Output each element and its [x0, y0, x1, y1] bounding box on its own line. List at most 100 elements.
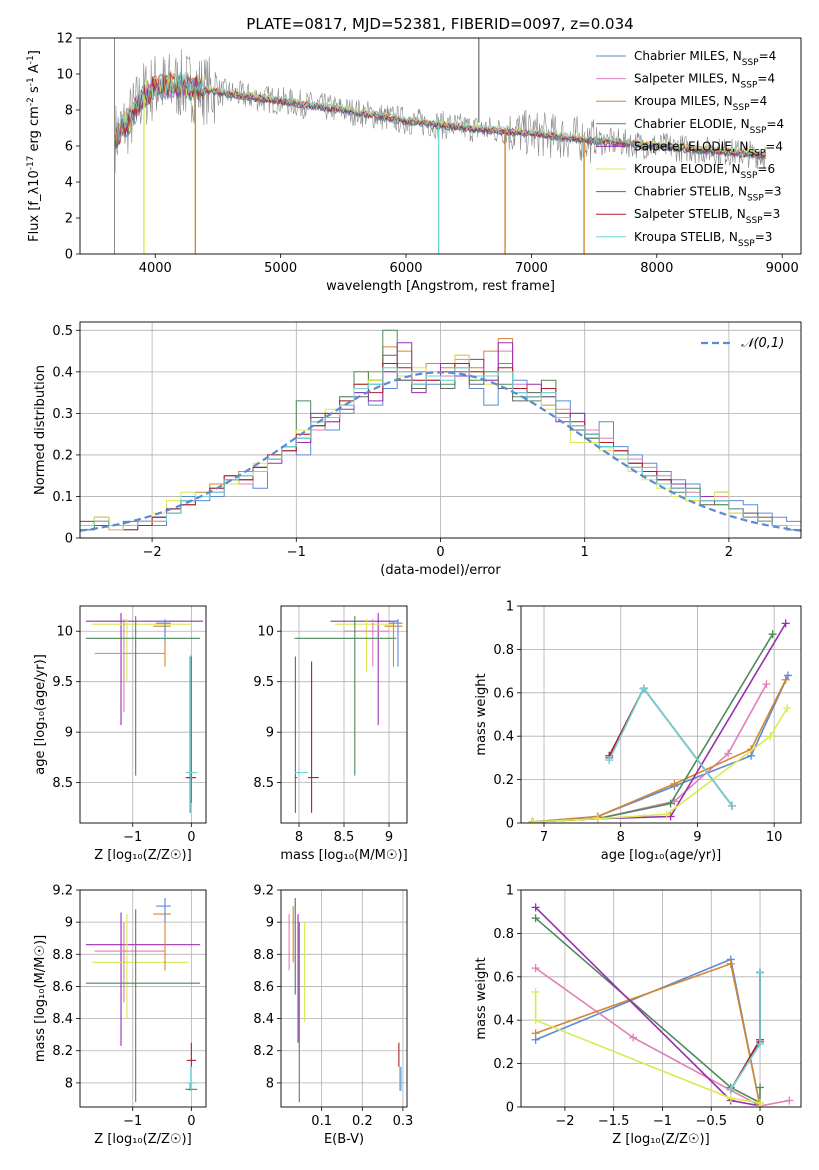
- y-tick-label: 2: [65, 212, 73, 227]
- data-point: [785, 1096, 794, 1105]
- plot-area: [528, 619, 792, 823]
- data-point: [531, 987, 540, 996]
- y-tick-label: 9.2: [52, 884, 73, 899]
- axes-frame: [520, 605, 802, 824]
- panel-age-vs-Z: −1 0 8.5 9 9.5 10 Z [log₁₀(Z/Z☉)] age [log₁₀(ag…: [33, 605, 207, 863]
- x-tick-label: 0: [436, 545, 444, 560]
- y-tick-label: 1: [506, 600, 514, 615]
- y-tick-label: 9: [266, 916, 274, 931]
- x-axis-label: Z [log₁₀(Z/Z☉)]: [94, 1132, 191, 1147]
- x-tick-label: −1.5: [598, 1114, 630, 1129]
- data-point: [593, 814, 602, 823]
- data-point: [670, 779, 679, 788]
- y-tick-label: 0.4: [493, 730, 514, 745]
- panel-weight-vs-Z: −2 −1.5 −1 −0.5 0 0 0.2 0.4 0.6 0.8 1 Z [log₁₀(Z/Z☉…: [474, 884, 802, 1147]
- y-axis-label: mass weight: [474, 957, 489, 1039]
- y-tick-label: 10: [257, 625, 274, 640]
- x-tick-label: 0: [187, 830, 195, 845]
- axes-frame: [79, 889, 207, 1108]
- y-tick-label: 9: [65, 726, 73, 741]
- x-tick-label: −2: [143, 545, 162, 560]
- y-tick-label: 1: [506, 884, 514, 899]
- data-point: [783, 671, 792, 680]
- data-point: [781, 675, 790, 684]
- data-point: [531, 964, 540, 973]
- histogram-kroupa-stelib: [80, 367, 801, 538]
- y-tick-label: 0.4: [52, 365, 73, 380]
- y-tick-label: 8.6: [52, 980, 73, 995]
- y-tick-label: 10: [56, 625, 73, 640]
- x-tick-label: 10: [766, 830, 783, 845]
- axes: −2 −1 0 1 2 0 0.1 0.2 0.3 0.4 0.5 (data-model)/erro…: [33, 321, 802, 578]
- panel-mass-vs-ebv: 0.1 0.2 0.3 8 8.2 8.4 8.6 8.8 9 9.2 E(B-V): [253, 884, 413, 1148]
- x-tick-label: 8.5: [334, 830, 355, 845]
- legend-label: Salpeter MILES, NSSP=4: [634, 72, 775, 91]
- data-point: [605, 756, 614, 765]
- y-axis-label: mass weight: [474, 673, 489, 755]
- y-tick-label: 8: [266, 1076, 274, 1091]
- y-tick-label: 0.2: [493, 1057, 514, 1072]
- y-tick-label: 0.6: [493, 686, 514, 701]
- y-tick-label: 0.4: [493, 1014, 514, 1029]
- legend-label: Chabrier MILES, NSSP=4: [634, 49, 776, 68]
- x-tick-label: 0.1: [311, 1114, 332, 1129]
- axes: 0.1 0.2 0.3 8 8.2 8.4 8.6 8.8 9 9.2 E(B-V): [253, 884, 413, 1148]
- x-axis-label: Z [log₁₀(Z/Z☉)]: [94, 848, 191, 863]
- data-point: [781, 619, 790, 628]
- y-tick-label: 0.2: [493, 773, 514, 788]
- y-tick-label: 0.8: [493, 643, 514, 658]
- plot-area: [113, 38, 767, 254]
- legend-label: Kroupa MILES, NSSP=4: [634, 94, 767, 113]
- y-tick-label: 0.6: [493, 970, 514, 985]
- data-point: [756, 968, 765, 977]
- axes: 8 8.5 9 8.5 9 9.5 10 mass [log₁₀(M/M☉)]: [253, 605, 408, 863]
- y-tick-label: 8.5: [253, 776, 274, 791]
- legend-label: Kroupa STELIB, NSSP=3: [634, 230, 772, 249]
- data-point: [531, 914, 540, 923]
- x-axis-label: mass [log₁₀(M/M☉)]: [280, 848, 407, 863]
- x-tick-label: −1: [123, 1114, 142, 1129]
- legend-label: Kroupa ELODIE, NSSP=6: [634, 162, 775, 181]
- x-tick-label: −0.5: [695, 1114, 727, 1129]
- series-line: [535, 917, 761, 1105]
- data-point: [756, 1040, 765, 1049]
- x-tick-label: 0.3: [393, 1114, 414, 1129]
- figure-title: PLATE=0817, MJD=52381, FIBERID=0097, z=0…: [246, 15, 633, 33]
- x-tick-label: −2: [555, 1114, 574, 1129]
- y-tick-label: 4: [65, 176, 73, 191]
- x-tick-label: 4000: [139, 261, 172, 276]
- legend: Chabrier MILES, NSSP=4 Salpeter MILES, NS…: [596, 49, 784, 249]
- data-point: [629, 1033, 638, 1042]
- data-point: [726, 1094, 735, 1103]
- x-tick-label: 0: [756, 1114, 764, 1129]
- data-point: [768, 630, 777, 639]
- y-tick-label: 0.2: [52, 448, 73, 463]
- axes-frame: [79, 321, 802, 539]
- y-tick-label: 8.4: [253, 1012, 274, 1027]
- data-point: [666, 799, 675, 808]
- x-axis-label: wavelength [Angstrom, rest frame]: [326, 279, 555, 294]
- plot-area: [85, 898, 201, 1103]
- panel-age-vs-mass: 8 8.5 9 8.5 9 9.5 10 mass [log₁₀(M/M☉)]: [253, 605, 408, 863]
- y-tick-label: 0: [506, 817, 514, 832]
- x-tick-label: −1: [123, 830, 142, 845]
- data-point: [726, 959, 735, 968]
- y-tick-label: 9: [266, 726, 274, 741]
- axes-frame: [280, 605, 408, 824]
- y-tick-label: 0.8: [493, 927, 514, 942]
- x-axis-label: age [log₁₀(age/yr)]: [601, 848, 722, 863]
- data-point: [726, 1085, 735, 1094]
- series-line: [532, 679, 787, 823]
- y-tick-label: 0.1: [52, 490, 73, 505]
- x-tick-label: 2: [725, 545, 733, 560]
- x-tick-label: 5000: [264, 261, 297, 276]
- y-tick-label: 0: [506, 1101, 514, 1116]
- axes: −2 −1.5 −1 −0.5 0 0 0.2 0.4 0.6 0.8 1 Z [log₁₀(Z/Z☉…: [474, 884, 802, 1147]
- y-tick-label: 0: [65, 248, 73, 263]
- data-point: [762, 680, 771, 689]
- data-point: [531, 903, 540, 912]
- x-tick-label: 9: [385, 830, 393, 845]
- data-point: [727, 801, 736, 810]
- axes: −1 0 8.5 9 9.5 10 Z [log₁₀(Z/Z☉)] age [log₁₀(ag…: [33, 605, 207, 863]
- y-axis-label: mass [log₁₀(M/M☉)]: [33, 935, 48, 1062]
